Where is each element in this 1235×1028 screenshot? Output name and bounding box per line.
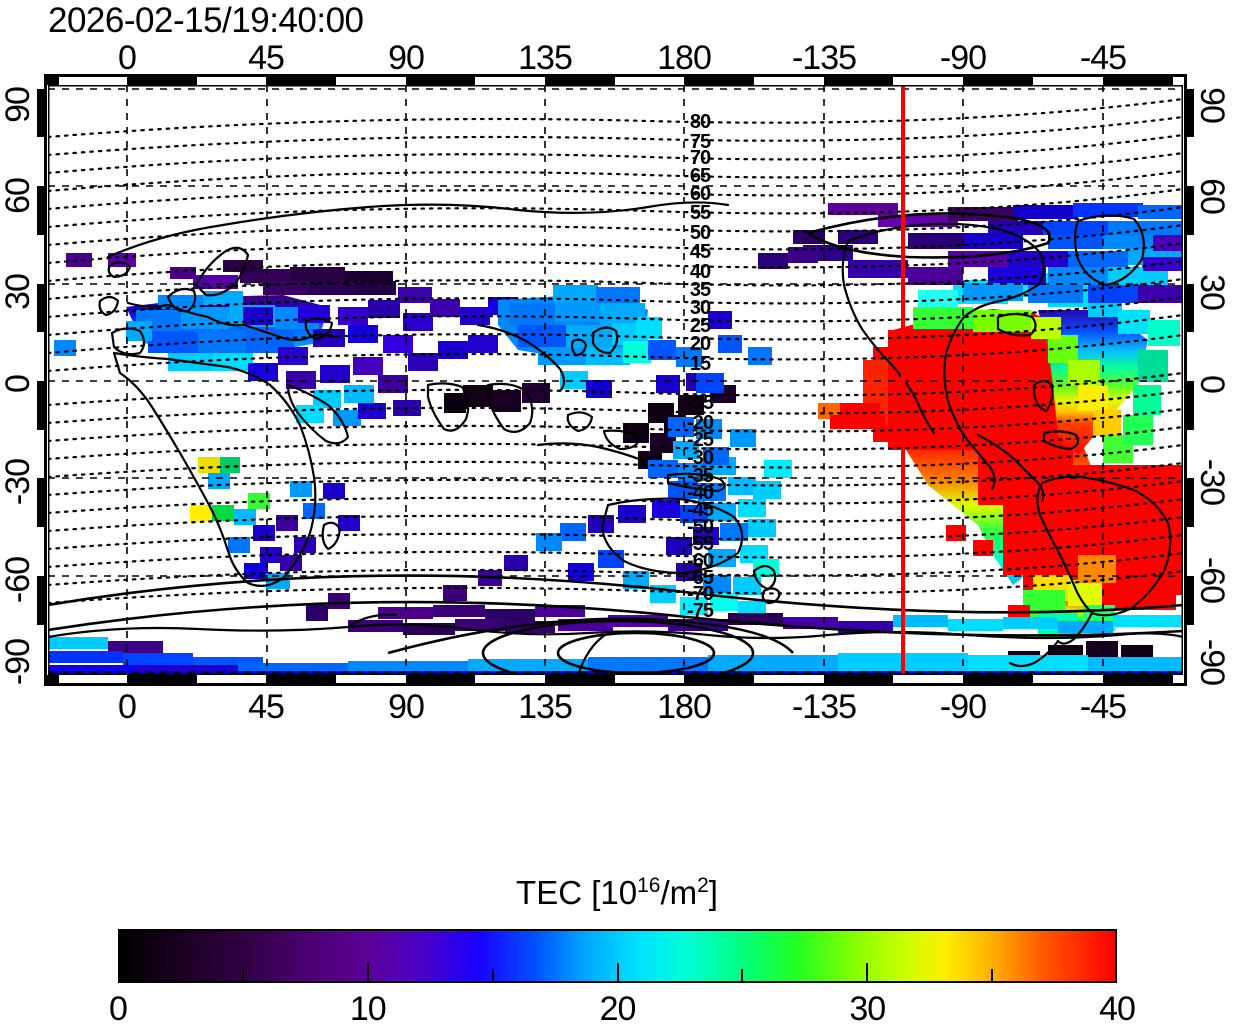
y-tick-right-0: 90 <box>1193 87 1231 123</box>
x-tick-top-2: 90 <box>388 39 425 77</box>
maglat-label-8: 40 <box>689 261 711 283</box>
y-tick-right-3: 0 <box>1193 375 1231 393</box>
y-tick-left-5: -60 <box>0 556 37 604</box>
colorbar-label-3: 30 <box>849 990 886 1028</box>
maglat-label-10: 30 <box>689 297 711 319</box>
maglat-label-21: -50 <box>687 516 714 538</box>
y-tick-left-6: -90 <box>0 638 37 686</box>
colorbar-major-tick-1 <box>366 963 369 981</box>
maglat-label-13: 15 <box>689 353 711 375</box>
colorbar-title-exp1: 16 <box>637 874 661 897</box>
maglat-label-19: -40 <box>687 482 714 504</box>
x-tick-bottom-2: 90 <box>388 688 425 726</box>
geomagnetic-latitude-contours <box>48 97 1183 605</box>
y-tick-left-1: 60 <box>0 178 37 214</box>
colorbar-minor-tick-1 <box>491 969 494 981</box>
maglat-label-7: 45 <box>689 241 711 263</box>
y-tick-right-2: 30 <box>1193 274 1231 310</box>
maglat-label-12: 20 <box>689 333 711 355</box>
colorbar-label-0: 0 <box>109 990 128 1028</box>
x-tick-bottom-0: 0 <box>118 688 137 726</box>
maglat-label-15: -20 <box>687 412 714 434</box>
map-canvas <box>48 85 1183 675</box>
geomagnetic-pole-contours <box>48 212 1183 675</box>
x-tick-top-6: -90 <box>939 39 987 77</box>
tec-region-southern-ocean <box>48 605 1183 675</box>
maglat-label-25: -70 <box>687 583 714 605</box>
map-plot-area[interactable] <box>48 85 1183 675</box>
maglat-label-23: -60 <box>687 550 714 572</box>
maglat-label-4: 60 <box>689 183 711 205</box>
tec-region-africa <box>190 457 360 589</box>
colorbar-title-end: ] <box>708 874 718 911</box>
x-tick-bottom-3: 135 <box>518 688 573 726</box>
colorbar-minor-tick-3 <box>991 969 994 981</box>
x-tick-bottom-7: -45 <box>1079 688 1127 726</box>
maglat-label-20: -45 <box>687 499 714 521</box>
maglat-label-3: 65 <box>689 165 711 187</box>
y-tick-right-5: -60 <box>1193 556 1231 604</box>
maglat-label-17: -30 <box>687 447 714 469</box>
tec-region-scattered <box>54 230 825 465</box>
colorbar-title-mid: /m <box>660 874 698 911</box>
maglat-label-14: -15 <box>687 392 714 414</box>
x-tick-top-7: -45 <box>1079 39 1127 77</box>
tec-colorbar[interactable] <box>118 929 1117 983</box>
colorbar-major-tick-3 <box>866 963 869 981</box>
y-tick-left-4: -30 <box>0 458 37 506</box>
y-tick-left-0: 90 <box>0 87 37 123</box>
maglat-label-1: 75 <box>689 131 711 153</box>
figure-title: 2026-02-15/19:40:00 <box>48 1 364 40</box>
maglat-label-9: 35 <box>689 279 711 301</box>
colorbar-title-main: TEC [10 <box>516 874 638 911</box>
colorbar-minor-tick-0 <box>241 969 244 981</box>
y-tick-left-2: 30 <box>0 274 37 310</box>
maglat-label-11: 25 <box>689 315 711 337</box>
maglat-label-2: 70 <box>689 147 711 169</box>
colorbar-minor-tick-2 <box>741 969 744 981</box>
maglat-label-22: -55 <box>687 533 714 555</box>
maglat-label-24: -65 <box>687 567 714 589</box>
colorbar-major-tick-2 <box>616 963 619 981</box>
colorbar-label-2: 20 <box>599 990 637 1028</box>
maglat-label-18: -35 <box>687 465 714 487</box>
y-tick-right-1: 60 <box>1193 178 1231 214</box>
x-tick-top-0: 0 <box>118 39 137 77</box>
maglat-label-5: 55 <box>689 202 711 224</box>
tec-region-americas <box>818 273 1183 639</box>
maglat-label-6: 50 <box>689 222 711 244</box>
x-tick-bottom-4: 180 <box>657 688 712 726</box>
maglat-label-26: -75 <box>687 600 714 622</box>
world-coastlines <box>48 201 1183 675</box>
y-tick-right-4: -30 <box>1193 458 1231 506</box>
x-tick-bottom-6: -90 <box>939 688 987 726</box>
x-tick-top-5: -135 <box>791 39 857 77</box>
colorbar-label-1: 10 <box>349 990 387 1028</box>
y-tick-right-6: -90 <box>1193 638 1231 686</box>
maglat-label-0: 80 <box>689 111 711 133</box>
x-tick-bottom-5: -135 <box>791 688 857 726</box>
colorbar-title: TEC [1016/m2] <box>516 868 718 911</box>
colorbar-label-4: 40 <box>1099 990 1136 1028</box>
maglat-label-16: -25 <box>687 429 714 451</box>
x-tick-top-3: 135 <box>518 39 573 77</box>
colorbar-title-exp2: 2 <box>697 874 709 897</box>
x-tick-top-4: 180 <box>657 39 712 77</box>
tec-raster-layer <box>48 203 1183 675</box>
x-tick-bottom-1: 45 <box>248 688 285 726</box>
x-tick-top-1: 45 <box>248 39 285 77</box>
y-tick-left-3: 0 <box>0 375 37 393</box>
